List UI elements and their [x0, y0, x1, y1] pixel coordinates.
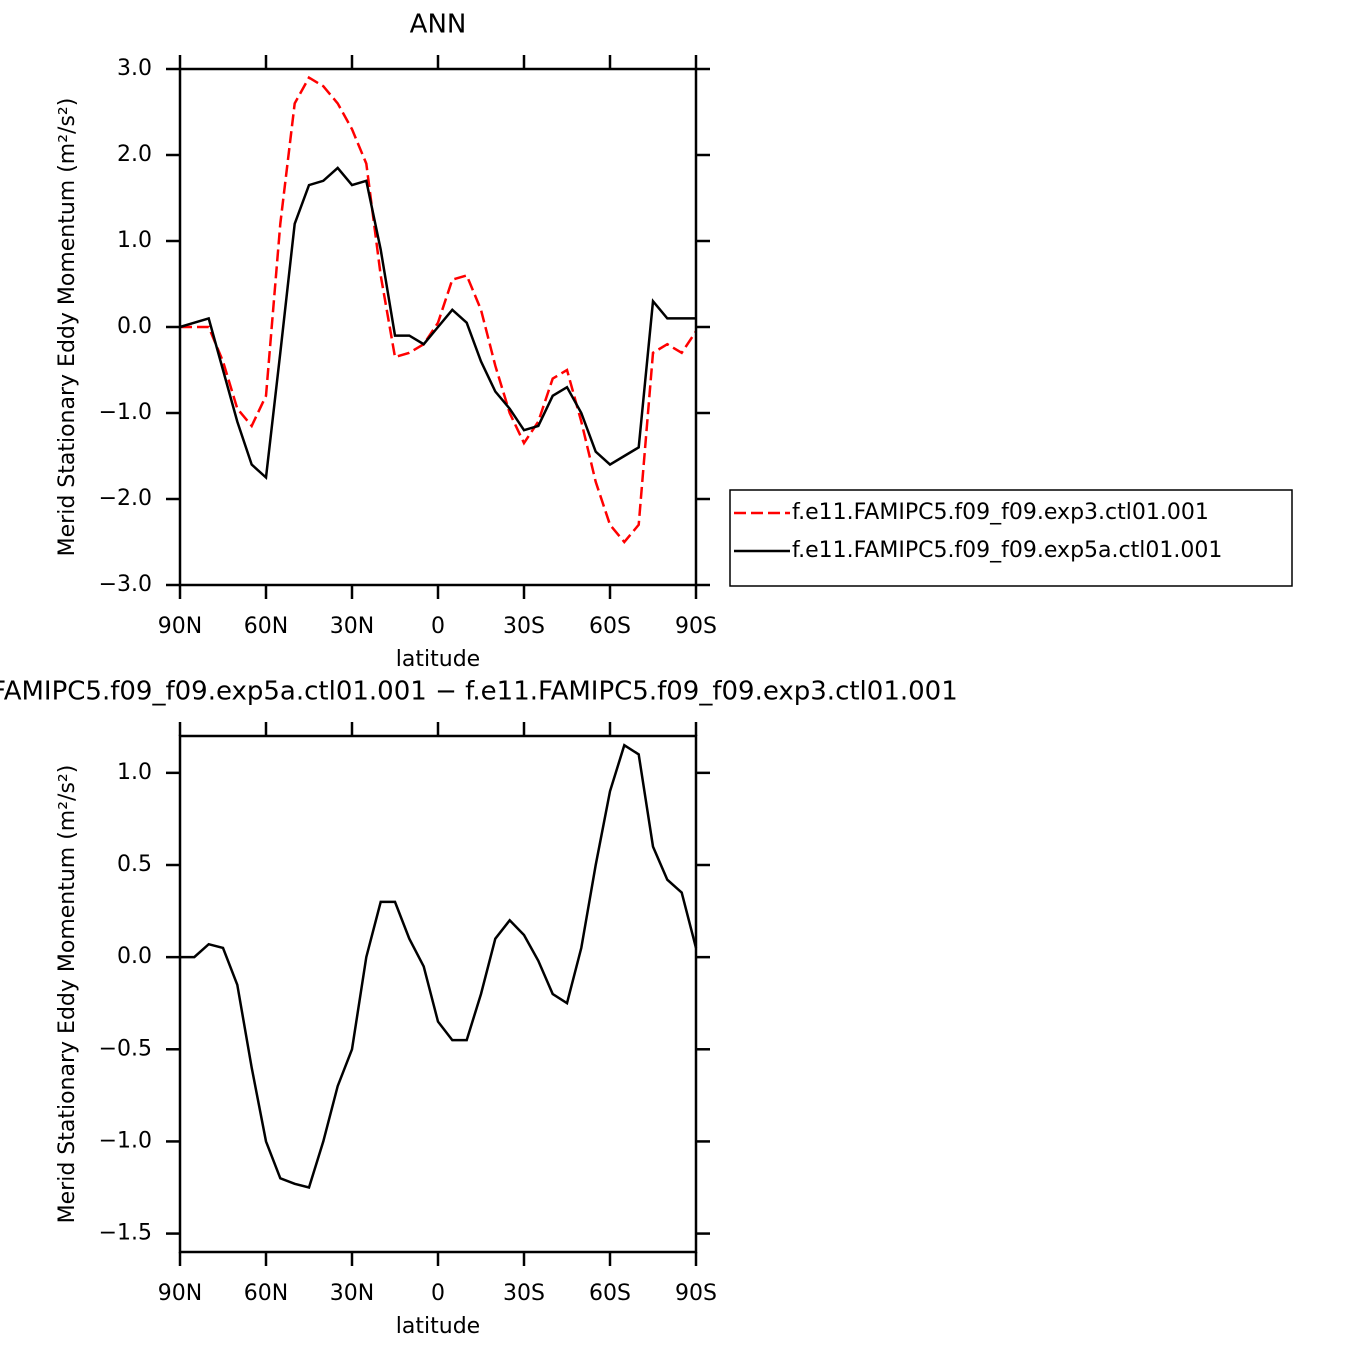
- x-tick-label: 0: [431, 1281, 445, 1306]
- x-tick-label: 0: [431, 614, 445, 639]
- data-line: [179, 166, 696, 481]
- y-tick-label: −1.5: [99, 1221, 152, 1246]
- x-axis-label: latitude: [396, 647, 480, 672]
- plot-frame: [178, 734, 698, 1254]
- y-tick-label: −0.5: [99, 1036, 152, 1061]
- x-tick-label: 30N: [330, 1281, 374, 1306]
- y-tick-label: 0.5: [117, 852, 152, 877]
- y-tick-label: −1.0: [99, 1128, 152, 1153]
- chart-title: f.e11.FAMIPC5.f09_f09.exp5a.ctl01.001 − …: [0, 677, 958, 707]
- data-line: [180, 75, 698, 544]
- y-tick-label: 2.0: [117, 142, 152, 167]
- y-tick-label: −3.0: [99, 572, 152, 597]
- x-tick-label: 60N: [244, 1281, 288, 1306]
- data-line: [180, 743, 698, 1190]
- legend-box: [729, 489, 1293, 587]
- y-tick-label: 1.0: [117, 228, 152, 253]
- x-tick-label: 60S: [589, 614, 631, 639]
- x-tick-label: 60S: [589, 1281, 631, 1306]
- x-axis-label: latitude: [396, 1314, 480, 1339]
- x-tick-label: 30N: [330, 614, 374, 639]
- y-tick-label: −1.0: [99, 400, 152, 425]
- x-tick-label: 90S: [675, 614, 717, 639]
- chart-title: ANN: [410, 10, 467, 40]
- x-tick-label: 90N: [158, 1281, 202, 1306]
- y-tick-label: 3.0: [117, 56, 152, 81]
- y-tick-label: 0.0: [117, 314, 152, 339]
- legend-label: f.e11.FAMIPC5.f09_f09.exp3.ctl01.001: [792, 500, 1209, 525]
- y-axis-label: Merid Stationary Eddy Momentum (m²/s²): [55, 765, 80, 1224]
- x-tick-label: 90N: [158, 614, 202, 639]
- x-tick-label: 30S: [503, 1281, 545, 1306]
- y-tick-label: 0.0: [117, 944, 152, 969]
- y-tick-label: 1.0: [117, 760, 152, 785]
- x-tick-label: 90S: [675, 1281, 717, 1306]
- plot-frame: [178, 67, 698, 587]
- x-tick-label: 30S: [503, 614, 545, 639]
- y-tick-label: −2.0: [99, 486, 152, 511]
- legend-label: f.e11.FAMIPC5.f09_f09.exp5a.ctl01.001: [792, 538, 1222, 563]
- y-axis-label: Merid Stationary Eddy Momentum (m²/s²): [55, 98, 80, 557]
- x-tick-label: 60N: [244, 614, 288, 639]
